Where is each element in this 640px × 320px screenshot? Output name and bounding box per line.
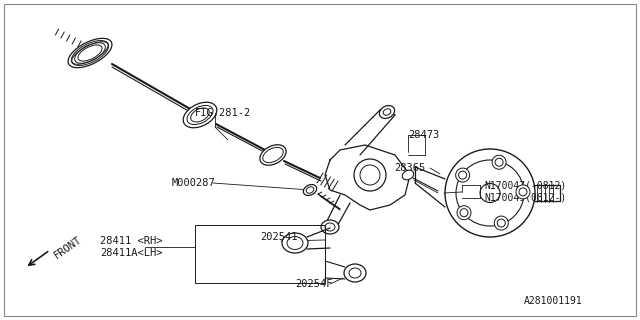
Ellipse shape	[445, 149, 535, 237]
Text: 28411 <RH>: 28411 <RH>	[100, 236, 163, 246]
Ellipse shape	[68, 38, 112, 68]
Text: A281001191: A281001191	[524, 296, 583, 306]
Text: N170049(0812-): N170049(0812-)	[484, 193, 566, 203]
Text: FRONT: FRONT	[52, 235, 83, 261]
Ellipse shape	[183, 102, 217, 128]
Text: FIG.281-2: FIG.281-2	[195, 108, 252, 118]
Ellipse shape	[260, 145, 286, 165]
Ellipse shape	[494, 216, 508, 230]
Ellipse shape	[344, 264, 366, 282]
Bar	[195, 225, 325, 283]
Ellipse shape	[456, 168, 470, 182]
Text: 28365: 28365	[394, 163, 425, 173]
Text: 28473: 28473	[408, 130, 439, 140]
Ellipse shape	[354, 159, 386, 191]
Text: N170047(-0812): N170047(-0812)	[484, 180, 566, 190]
Ellipse shape	[282, 233, 308, 253]
Ellipse shape	[321, 220, 339, 234]
Ellipse shape	[303, 185, 317, 196]
Ellipse shape	[457, 206, 471, 220]
Ellipse shape	[380, 106, 395, 118]
Ellipse shape	[516, 185, 530, 199]
Text: 28411A<LH>: 28411A<LH>	[100, 248, 163, 258]
Text: 20254F: 20254F	[295, 279, 333, 289]
Ellipse shape	[403, 170, 413, 180]
Text: 202541: 202541	[260, 232, 298, 242]
Text: M000287: M000287	[172, 178, 216, 188]
Ellipse shape	[492, 155, 506, 169]
